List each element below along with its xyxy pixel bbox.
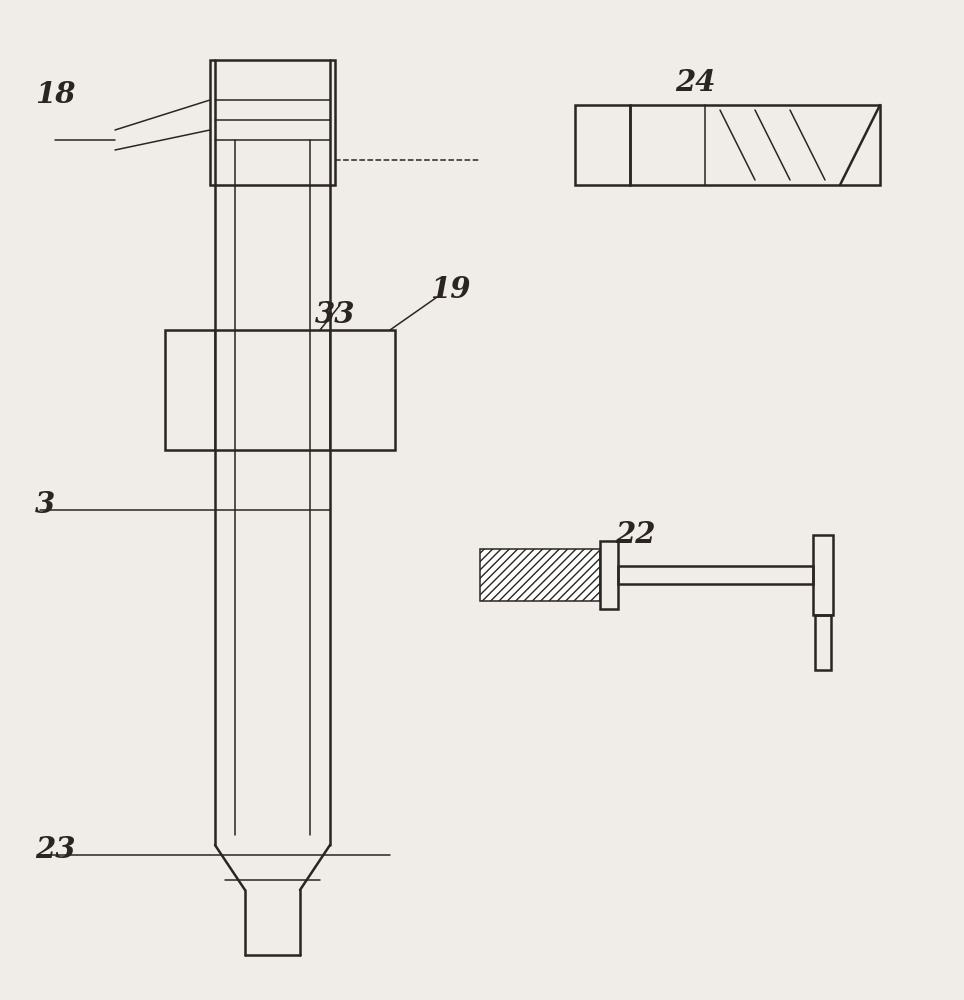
Bar [630, 105, 880, 185]
Text: 22: 22 [615, 520, 656, 549]
Text: 18: 18 [35, 80, 75, 109]
Text: 33: 33 [315, 300, 356, 329]
Bar [575, 105, 630, 185]
Bar [815, 615, 831, 670]
Bar [480, 549, 600, 601]
Text: 19: 19 [430, 275, 470, 304]
Bar [600, 541, 618, 609]
Bar [210, 60, 335, 185]
Bar [618, 566, 813, 584]
Text: 23: 23 [35, 835, 75, 864]
Bar [165, 330, 395, 450]
Bar [813, 535, 833, 615]
Text: 3: 3 [35, 490, 55, 519]
Text: 24: 24 [675, 68, 715, 97]
